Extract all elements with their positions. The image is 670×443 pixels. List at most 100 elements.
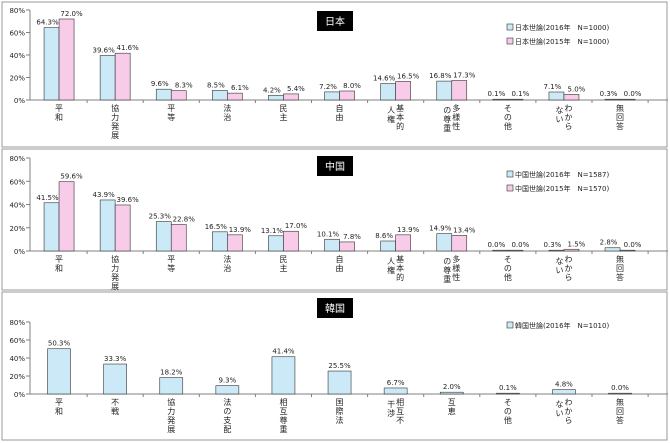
- bar: [380, 240, 396, 252]
- data-label: 0.0%: [487, 241, 505, 249]
- data-label: 0.1%: [499, 384, 517, 392]
- data-label: 0.1%: [511, 90, 529, 98]
- y-tick-label: 20%: [9, 75, 25, 83]
- category-label: 互恵: [448, 398, 456, 416]
- y-tick-label: 60%: [9, 30, 25, 38]
- bar: [339, 241, 355, 252]
- data-label: 39.6%: [93, 46, 116, 54]
- legend-label: 中国世論(2015年 N=1570): [515, 184, 609, 193]
- data-label: 14.9%: [429, 225, 452, 233]
- category-label: 法治: [223, 103, 231, 122]
- category-label: 協力発展: [167, 397, 175, 434]
- bar: [395, 81, 411, 101]
- category-label: 協力発展: [111, 254, 119, 291]
- category-label: 法の支配: [223, 397, 231, 434]
- bar: [114, 204, 131, 252]
- data-label: 33.3%: [104, 355, 127, 363]
- legend-label: 日本世論(2016年 N=1000): [515, 23, 609, 32]
- legend-swatch: [506, 170, 514, 178]
- y-tick-label: 40%: [9, 355, 25, 363]
- bar: [492, 249, 509, 252]
- category-label: 相互不干渉: [387, 397, 404, 425]
- data-label: 43.9%: [93, 191, 116, 199]
- bar: [451, 80, 468, 101]
- bar: [170, 224, 187, 252]
- data-label: 4.2%: [263, 86, 281, 94]
- y-tick-label: 60%: [9, 178, 25, 186]
- bar: [339, 90, 355, 101]
- bar: [608, 392, 632, 395]
- bar: [548, 91, 565, 101]
- bar: [507, 98, 524, 101]
- data-label: 0.0%: [624, 90, 642, 98]
- data-label: 18.2%: [160, 369, 183, 377]
- data-label: 25.5%: [328, 362, 351, 370]
- category-label: その他: [504, 398, 512, 425]
- data-label: 17.0%: [285, 222, 308, 230]
- category-label: 多様性の尊重: [443, 103, 460, 133]
- bar: [43, 27, 60, 101]
- legend-swatch: [506, 37, 514, 45]
- bar: [283, 93, 299, 101]
- data-label: 16.5%: [205, 223, 228, 231]
- chart-title-box: [317, 11, 353, 31]
- bar: [507, 249, 524, 252]
- data-label: 0.1%: [487, 90, 505, 98]
- category-label: 平和: [55, 398, 63, 416]
- bar: [604, 247, 621, 252]
- category-label: 国際法: [336, 398, 344, 425]
- category-label: 基本的人権: [387, 103, 404, 131]
- data-label: 13.4%: [453, 226, 476, 234]
- category-label: 民主: [279, 104, 287, 122]
- bar: [395, 234, 411, 252]
- category-label: 基本的人権: [387, 254, 404, 282]
- bar: [563, 94, 580, 101]
- category-label: 無回答: [616, 103, 624, 131]
- bar: [99, 199, 116, 252]
- bar: [170, 90, 187, 101]
- data-label: 5.0%: [568, 85, 586, 93]
- chart-title: 中国: [325, 160, 345, 173]
- category-label: その他: [504, 104, 512, 131]
- data-label: 1.5%: [568, 240, 586, 248]
- legend-label: 中国世論(2016年 N=1587): [515, 170, 609, 179]
- category-label: 自由: [336, 254, 344, 273]
- legend-swatch: [506, 321, 514, 329]
- bar: [436, 80, 453, 101]
- legend-swatch: [506, 23, 514, 31]
- chart-title-box: [317, 298, 353, 318]
- category-label: 平等: [167, 255, 175, 273]
- data-label: 2.0%: [443, 383, 461, 391]
- data-label: 59.6%: [60, 173, 83, 181]
- chart-title: 日本: [325, 15, 345, 28]
- data-label: 50.3%: [48, 340, 71, 348]
- data-label: 9.6%: [151, 80, 169, 88]
- data-label: 0.0%: [511, 241, 529, 249]
- data-label: 9.3%: [218, 377, 236, 385]
- category-label: 平等: [167, 104, 175, 122]
- data-label: 72.0%: [60, 10, 83, 18]
- bar: [155, 88, 172, 101]
- y-tick-label: 60%: [9, 337, 25, 345]
- data-label: 2.8%: [600, 239, 618, 247]
- bar: [283, 230, 299, 252]
- bar: [324, 238, 340, 252]
- y-tick-label: 40%: [9, 202, 25, 210]
- data-label: 8.0%: [343, 82, 361, 90]
- bar: [155, 221, 172, 252]
- category-label: 自由: [336, 103, 344, 122]
- data-label: 14.6%: [373, 75, 396, 83]
- data-label: 8.3%: [175, 82, 193, 90]
- bar: [380, 83, 396, 101]
- category-label: 無回答: [616, 254, 624, 282]
- category-label: わからない: [555, 104, 572, 131]
- data-label: 17.3%: [453, 72, 476, 80]
- bar: [227, 92, 243, 101]
- data-label: 6.1%: [231, 84, 249, 92]
- data-label: 16.8%: [429, 72, 452, 80]
- y-tick-label: 20%: [9, 225, 25, 233]
- data-label: 41.5%: [36, 194, 59, 202]
- bar: [43, 202, 60, 252]
